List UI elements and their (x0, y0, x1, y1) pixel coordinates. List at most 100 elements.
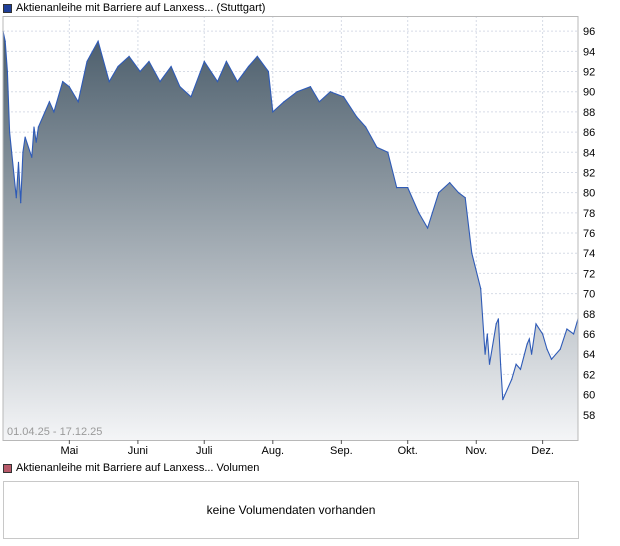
price-legend: Aktienanleihe mit Barriere auf Lanxess..… (3, 2, 265, 14)
price-point (6, 70, 9, 73)
y-tick-label: 78 (583, 208, 595, 220)
price-point (418, 212, 420, 214)
price-point (566, 328, 568, 330)
plot-frame (2, 16, 579, 441)
price-point (139, 70, 141, 73)
x-tick-label: Mai (60, 445, 78, 457)
y-tick-label: 66 (583, 329, 595, 341)
volume-legend: Aktienanleihe mit Barriere auf Lanxess..… (3, 462, 259, 474)
price-point (296, 91, 298, 93)
price-point (20, 202, 22, 204)
price-point (387, 151, 389, 153)
price-point (488, 363, 491, 365)
y-tick-label: 86 (583, 127, 595, 139)
volume-panel: keine Volumendaten vorhanden (3, 481, 579, 539)
price-point (449, 181, 451, 184)
price-point (33, 126, 35, 128)
price-point (62, 81, 64, 83)
x-tick-label: Nov. (465, 445, 487, 457)
price-point (526, 343, 528, 345)
price-area (3, 31, 578, 440)
price-point (356, 116, 358, 118)
price-point (15, 197, 17, 199)
price-point (247, 65, 250, 68)
price-point (272, 111, 274, 113)
x-tick-label: Okt. (398, 445, 418, 457)
y-tick-label: 80 (583, 188, 595, 200)
y-tick-label: 62 (583, 369, 595, 381)
price-point (542, 333, 544, 335)
price-point (128, 55, 130, 57)
price-point (4, 40, 6, 42)
price-point (35, 141, 37, 143)
price-point (535, 323, 537, 325)
x-tick-label: Juli (196, 445, 213, 457)
price-point (9, 131, 11, 133)
price-point (464, 197, 466, 199)
price-point (48, 101, 51, 103)
price-point (170, 65, 172, 68)
price-point (519, 368, 522, 370)
price-point (550, 358, 553, 360)
y-tick-label: 82 (583, 167, 595, 179)
y-tick-label: 92 (583, 67, 595, 79)
y-tick-label: 70 (583, 289, 595, 301)
volume-legend-label: Aktienanleihe mit Barriere auf Lanxess..… (16, 462, 260, 474)
y-tick-label: 58 (583, 410, 595, 422)
date-range-label: 01.04.25 - 17.12.25 (7, 426, 102, 438)
x-tick-label: Dez. (531, 445, 554, 457)
y-tick-label: 84 (583, 147, 595, 159)
price-point (256, 55, 258, 57)
price-point (97, 40, 99, 42)
price-point (318, 101, 320, 103)
x-tick-label: Aug. (261, 445, 284, 457)
price-point (309, 86, 312, 88)
x-tick-label: Sep. (330, 445, 353, 457)
price-point (528, 338, 530, 340)
y-tick-label: 96 (583, 26, 595, 38)
y-tick-label: 90 (583, 87, 595, 99)
price-point (17, 161, 20, 163)
price-point (572, 333, 575, 335)
price-point (495, 323, 497, 325)
price-point (117, 65, 119, 68)
price-points (2, 30, 579, 401)
price-legend-label: Aktienanleihe mit Barriere auf Lanxess..… (16, 2, 266, 14)
x-tick-label: Juni (128, 445, 148, 457)
y-tick-label: 64 (583, 349, 595, 361)
price-point (225, 60, 227, 63)
price-legend-swatch (3, 3, 12, 13)
price-point (365, 126, 367, 128)
price-point (22, 151, 24, 153)
price-point (376, 146, 378, 148)
price-point (497, 318, 499, 320)
price-point (499, 363, 502, 365)
price-point (108, 81, 110, 83)
price-point (396, 187, 398, 189)
y-tick-label: 74 (583, 248, 595, 260)
price-point (283, 101, 285, 103)
price-point (159, 81, 161, 83)
price-point (484, 353, 486, 355)
y-tick-label: 72 (583, 268, 595, 280)
y-tick-label: 76 (583, 228, 595, 240)
price-point (68, 86, 70, 88)
y-tick-label: 60 (583, 390, 595, 402)
price-point (31, 156, 33, 158)
price-point (53, 111, 55, 113)
price-point (438, 192, 440, 194)
price-point (530, 353, 533, 355)
price-point (427, 227, 429, 229)
price-point (486, 333, 488, 335)
y-axis-ticks: 58 60 62 64 66 68 70 72 74 76 78 80 82 84 86 88 90 92 94 96 (583, 26, 595, 422)
y-tick-label: 94 (583, 46, 595, 58)
price-point (546, 348, 548, 350)
price-point (203, 60, 205, 63)
price-point (24, 136, 26, 138)
price-point (236, 81, 239, 83)
price-point (148, 60, 150, 63)
price-point (480, 287, 482, 290)
price-chart: 58 60 62 64 66 68 70 72 74 76 78 80 82 84 86 88 90 92 94 96… (2, 16, 595, 457)
price-point (267, 70, 269, 73)
